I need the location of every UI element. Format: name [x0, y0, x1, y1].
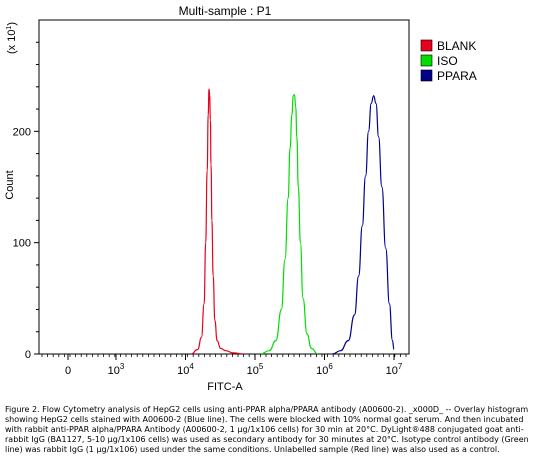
x-tick-base: 10	[316, 365, 328, 377]
series-line-blank	[190, 88, 245, 354]
x-tick-base: 10	[386, 365, 398, 377]
legend-label-ppara: PPARA	[437, 69, 477, 83]
x-tick-label: 107	[386, 362, 403, 377]
y-multiplier-prefix: (x 10	[6, 30, 18, 54]
series-line-ppara	[332, 95, 395, 354]
x-tick-label: 0	[65, 365, 71, 377]
x-axis-label: FITC-A	[207, 381, 243, 393]
y-tick-label: 0	[25, 349, 31, 361]
x-tick-exponent: 3	[120, 362, 125, 371]
histogram-chart: Multi-sample : P1 (x 101) Count FITC-A 0…	[4, 4, 477, 393]
legend-label-blank: BLANK	[437, 39, 476, 53]
x-tick-label: 104	[177, 362, 194, 377]
series-line-iso	[260, 93, 318, 354]
legend-swatch-blank	[420, 39, 433, 52]
chart-title: Multi-sample : P1	[179, 4, 272, 18]
x-tick-label: 103	[108, 362, 125, 377]
y-axis-multiplier: (x 101)	[6, 22, 18, 54]
x-tick-base: 10	[247, 365, 259, 377]
x-tick-label: 105	[247, 362, 264, 377]
x-tick-exponent: 6	[328, 362, 333, 371]
y-tick-label: 100	[13, 238, 31, 250]
x-tick-exponent: 4	[189, 362, 194, 371]
series-layer	[190, 88, 395, 354]
x-tick-base: 10	[108, 365, 120, 377]
x-tick-exponent: 5	[259, 362, 264, 371]
figure-caption: Figure 2. Flow Cytometry analysis of Hep…	[5, 405, 529, 454]
y-multiplier-suffix: )	[6, 22, 18, 26]
y-tick-label: 200	[13, 126, 31, 138]
y-axis-label: Count	[4, 170, 16, 199]
legend-swatch-iso	[420, 54, 433, 67]
x-tick-exponent: 7	[398, 362, 403, 371]
x-tick-label: 106	[316, 362, 333, 377]
legend-label-iso: ISO	[437, 54, 458, 68]
y-multiplier-exponent: 1	[6, 26, 13, 30]
x-tick-base: 10	[177, 365, 189, 377]
plot-frame	[38, 19, 410, 355]
legend-swatch-ppara	[420, 69, 433, 82]
